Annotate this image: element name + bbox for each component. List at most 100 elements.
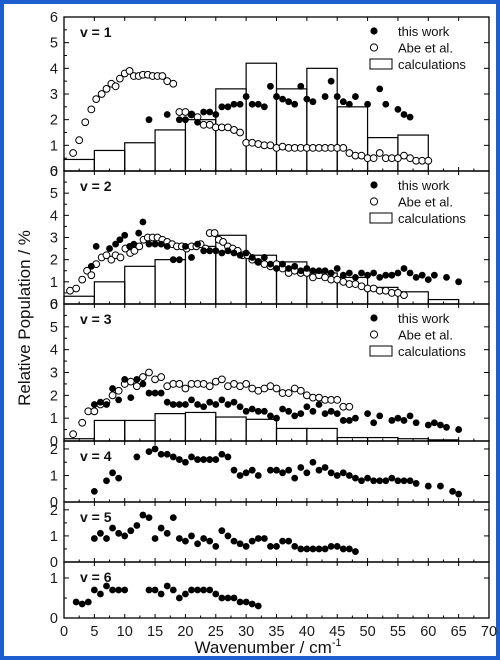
this-work-point <box>364 474 371 482</box>
this-work-point <box>169 256 177 264</box>
this-work-point <box>206 247 214 255</box>
this-work-point <box>309 267 317 275</box>
abe-point <box>69 430 78 439</box>
y-axis-title: Relative Population / % <box>15 230 34 406</box>
this-work-point <box>139 218 147 226</box>
this-work-point <box>321 545 329 553</box>
legend-abe-label: Abe et al. <box>398 195 453 210</box>
this-work-point <box>327 77 335 85</box>
y-tick-label: 5 <box>50 320 58 336</box>
this-work-point <box>151 445 159 453</box>
abe-point <box>92 95 101 104</box>
abe-point <box>205 382 214 391</box>
this-work-point <box>206 456 214 463</box>
this-work-point <box>364 100 371 108</box>
abe-point <box>132 382 141 391</box>
this-work-point <box>394 269 402 277</box>
this-work-point <box>382 271 390 279</box>
this-work-point <box>455 278 463 286</box>
x-axis: 0 5 10 15 20 25 30 35 40 45 50 55 60 65 70 <box>60 624 497 640</box>
legend-calc-label: calculations <box>398 211 466 226</box>
y-tick-label: 3 <box>50 366 58 382</box>
this-work-point <box>339 417 347 424</box>
this-work-point <box>97 529 104 537</box>
this-work-point <box>352 274 359 281</box>
this-work-point <box>267 412 274 420</box>
x-axis-title-text: Wavenumber / cm <box>194 638 331 657</box>
this-work-point <box>218 527 226 535</box>
y-tick-label: 3 <box>50 87 58 103</box>
this-work-point <box>242 542 250 550</box>
this-work-point <box>145 514 153 522</box>
this-work-point <box>254 100 262 108</box>
this-work-point <box>175 401 183 408</box>
abe-point <box>333 396 342 404</box>
abe-point <box>102 251 111 260</box>
this-work-point <box>188 586 195 594</box>
legend-abe-label: Abe et al. <box>398 41 453 56</box>
y-tick-label: 0 <box>50 555 58 571</box>
this-work-point <box>412 419 420 427</box>
this-work-point <box>260 407 268 415</box>
this-work-point <box>260 535 268 542</box>
x-tick-label: 60 <box>420 624 436 640</box>
this-work-point <box>370 419 378 427</box>
this-work-point <box>339 469 347 477</box>
this-work-point <box>291 100 299 108</box>
y-tick-label: 1 <box>50 411 58 427</box>
this-work-point <box>206 108 214 116</box>
abe-point <box>139 373 147 381</box>
this-work-point <box>72 598 80 606</box>
x-tick-label: 55 <box>390 624 406 640</box>
this-work-point <box>145 586 153 594</box>
legend: this work Abe et al.calculations <box>369 178 466 226</box>
y-tick-label: 6 <box>50 10 58 26</box>
legend-calc-marker <box>369 212 393 224</box>
abe-point <box>97 90 106 98</box>
this-work-point <box>175 535 183 542</box>
legend: this work Abe et al.calculations <box>369 311 466 359</box>
this-work-point <box>175 594 183 602</box>
this-work-point <box>90 401 98 408</box>
y-tick-label: 0 <box>50 495 58 511</box>
this-work-point <box>254 407 262 415</box>
y-tick-label: 4 <box>50 61 58 77</box>
this-work-point <box>333 410 341 417</box>
panel-label: v = 5 <box>80 509 112 525</box>
this-work-point <box>115 529 123 537</box>
this-work-point <box>133 375 141 383</box>
this-work-point <box>352 414 359 422</box>
this-work-point <box>321 410 329 417</box>
panel-v2: 0 1 2 3 4 5 6 v = 2 this work Abe et al.calculati… <box>50 164 490 313</box>
this-work-point <box>200 456 208 463</box>
this-work-point <box>103 582 110 590</box>
legend-calc-marker <box>369 345 393 357</box>
this-work-point <box>188 532 195 540</box>
this-work-point <box>418 271 426 279</box>
this-work-point <box>297 464 305 471</box>
this-work-point <box>333 93 341 100</box>
this-work-point <box>157 240 165 248</box>
this-work-point <box>127 394 135 402</box>
x-tick-label: 50 <box>360 624 376 640</box>
this-work-point <box>248 100 256 108</box>
this-work-point <box>242 469 250 477</box>
this-work-point <box>333 542 341 550</box>
this-work-point <box>315 545 323 553</box>
this-work-point <box>121 375 129 383</box>
this-work-point <box>370 269 378 277</box>
this-work-point <box>224 594 232 602</box>
this-work-point <box>352 93 359 100</box>
y-tick-label: 5 <box>50 186 58 202</box>
this-work-point <box>194 586 201 594</box>
abe-point <box>375 149 384 157</box>
this-work-point <box>339 98 347 106</box>
this-work-point <box>212 542 220 550</box>
this-work-point <box>218 249 226 257</box>
this-work-point <box>388 417 396 424</box>
this-work-point <box>455 426 463 433</box>
this-work-point <box>430 419 438 427</box>
this-work-point <box>212 111 220 118</box>
this-work-point <box>424 421 432 429</box>
this-work-point <box>412 274 420 281</box>
